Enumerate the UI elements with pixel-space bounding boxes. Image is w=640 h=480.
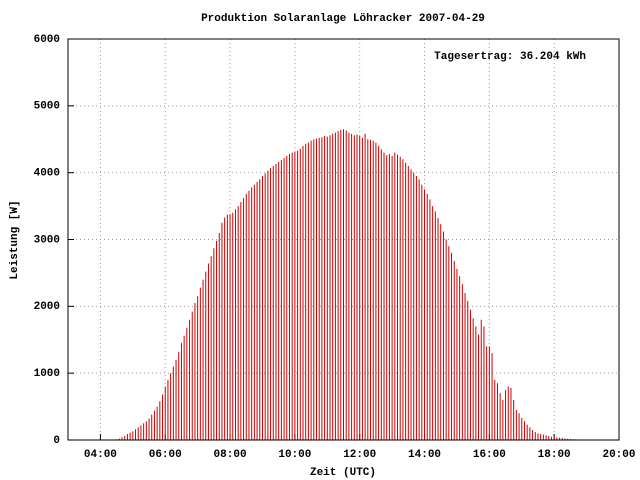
x-tick-label: 06:00 (149, 449, 182, 461)
y-tick-label: 1000 (34, 368, 60, 380)
y-tick-label: 4000 (34, 168, 60, 180)
x-tick-label: 08:00 (214, 449, 247, 461)
x-tick-label: 12:00 (343, 449, 376, 461)
y-tick-label: 5000 (34, 101, 60, 113)
x-tick-label: 10:00 (278, 449, 311, 461)
x-tick-label: 20:00 (602, 449, 635, 461)
x-tick-label: 16:00 (473, 449, 506, 461)
y-tick-label: 0 (53, 435, 60, 447)
x-tick-label: 14:00 (408, 449, 441, 461)
y-tick-label: 6000 (34, 34, 60, 46)
x-tick-label: 18:00 (538, 449, 571, 461)
x-axis-label: Zeit (UTC) (310, 467, 376, 479)
annotation: Tagesertrag: 36.204 kWh (434, 51, 586, 63)
x-tick-label: 04:00 (84, 449, 117, 461)
plot-frame (67, 38, 620, 441)
y-axis-label: Leistung [W] (9, 200, 21, 279)
chart-title: Produktion Solaranlage Löhracker 2007-04… (201, 13, 485, 25)
y-tick-label: 3000 (34, 234, 60, 246)
y-tick-label: 2000 (34, 301, 60, 313)
